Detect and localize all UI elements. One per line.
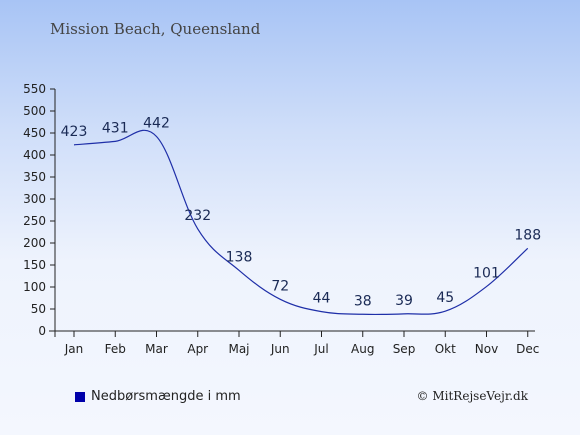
x-tick-label: Feb [105, 342, 126, 356]
data-label: 44 [313, 291, 331, 307]
y-tick-label: 450 [23, 126, 46, 140]
y-tick-label: 250 [23, 214, 46, 228]
rainfall-series-line [73, 129, 529, 316]
y-tick-label: 50 [31, 302, 46, 316]
y-tick-label: 500 [23, 104, 46, 118]
y-tick-label: 300 [23, 192, 46, 206]
y-tick-label: 550 [23, 82, 46, 96]
data-label: 423 [61, 124, 88, 140]
data-label: 188 [514, 227, 541, 243]
y-tick-label: 350 [23, 170, 46, 184]
x-tick-label: Apr [187, 342, 208, 356]
chart-axes [49, 89, 535, 337]
data-label: 72 [271, 278, 289, 294]
data-label: 138 [226, 249, 253, 265]
y-tick-label: 400 [23, 148, 46, 162]
data-label: 442 [143, 116, 170, 132]
y-tick-label: 100 [23, 280, 46, 294]
data-labels: 423 431 442 232 138 72 44 38 39 45 101 188 [61, 116, 541, 310]
x-tick-label: Jun [270, 342, 290, 356]
data-label: 101 [473, 266, 500, 282]
y-tick-label: 200 [23, 236, 46, 250]
x-tick-label: Mar [145, 342, 168, 356]
x-tick-label: Okt [435, 342, 456, 356]
x-tick-label: Dec [516, 342, 539, 356]
x-tick-label: Sep [393, 342, 416, 356]
x-tick-label: Aug [351, 342, 374, 356]
x-tick-label: Jul [313, 342, 328, 356]
data-label: 45 [436, 290, 454, 306]
data-label: 431 [102, 120, 129, 136]
legend: Nedbørsmængde i mm [75, 389, 241, 404]
x-tick-label: Jan [64, 342, 84, 356]
credit-text: © MitRejseVejr.dk [416, 389, 528, 403]
y-tick-label: 150 [23, 258, 46, 272]
x-tick-label: Nov [475, 342, 498, 356]
y-tick-label: 0 [38, 324, 46, 338]
x-tick-label: Maj [228, 342, 249, 356]
legend-swatch [75, 391, 85, 402]
data-label: 232 [184, 208, 211, 224]
x-axis-ticks: Jan Feb Mar Apr Maj Jun Jul Aug Sep Okt Nov Dec [64, 331, 539, 356]
legend-label: Nedbørsmængde i mm [91, 389, 241, 404]
data-label: 38 [354, 293, 372, 309]
y-axis-ticks: 0 50 100 150 200 250 300 350 400 450 500 550 [23, 82, 55, 338]
data-label: 39 [395, 293, 413, 309]
chart-title: Mission Beach, Queensland [50, 20, 261, 38]
